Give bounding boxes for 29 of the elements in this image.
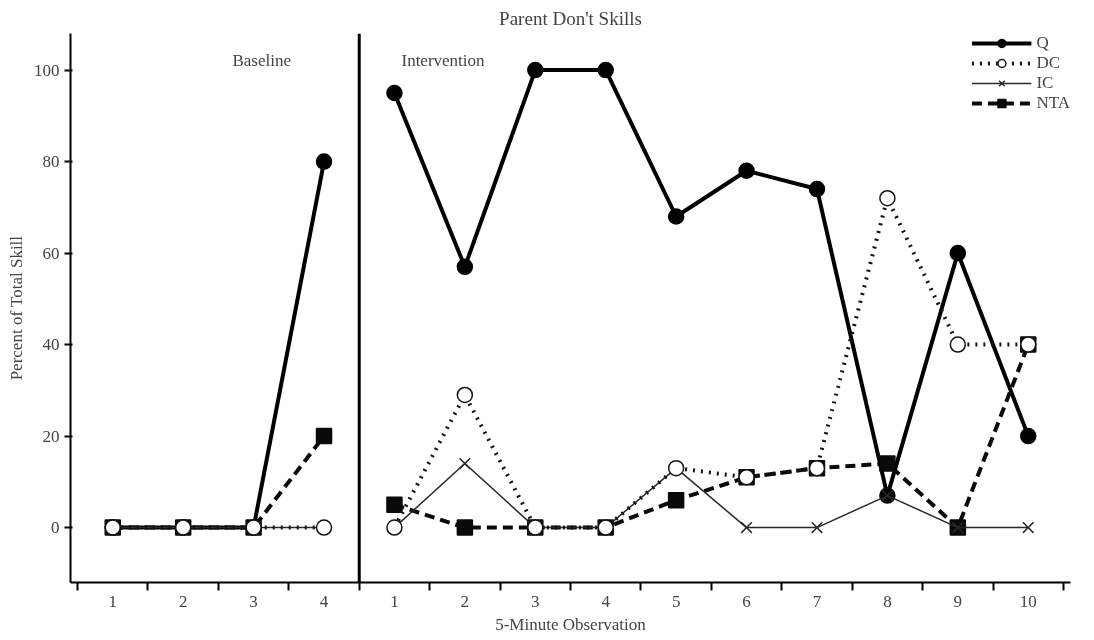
y-tick-label: 20 — [42, 426, 60, 446]
x-tick-label: 1 — [390, 591, 399, 611]
x-tick-label: 9 — [953, 591, 963, 611]
x-tick-label: 4 — [601, 591, 611, 611]
y-tick-label: 60 — [42, 243, 60, 263]
x-tick-label: 6 — [742, 591, 751, 611]
annotation: Baseline — [232, 51, 292, 71]
legend-label: NTA — [1036, 93, 1070, 113]
x-tick-label: 3 — [531, 591, 540, 611]
legend-label: Q — [1036, 33, 1050, 53]
legend-label: IC — [1036, 73, 1055, 93]
x-axis-title: 5-Minute Observation — [495, 614, 647, 634]
annotation: Intervention — [401, 51, 486, 71]
x-tick-label: 7 — [812, 591, 822, 611]
x-tick-label: 8 — [883, 591, 892, 611]
x-tick-label: 2 — [460, 591, 470, 611]
x-tick-label: 10 — [1019, 591, 1037, 611]
x-tick-label: 3 — [249, 591, 258, 611]
x-tick-label: 1 — [108, 591, 117, 611]
y-tick-label: 80 — [42, 152, 60, 172]
y-tick-label: 40 — [42, 335, 60, 355]
y-tick-label: 0 — [51, 518, 60, 538]
x-tick-label: 4 — [319, 591, 329, 611]
x-tick-label: 2 — [178, 591, 188, 611]
legend-label: DC — [1036, 53, 1061, 73]
y-axis-title: Percent of Total Skill — [7, 235, 26, 381]
y-tick-label: 100 — [34, 60, 60, 80]
x-tick-label: 5 — [671, 591, 681, 611]
chart-title: Parent Don't Skills — [499, 7, 642, 29]
